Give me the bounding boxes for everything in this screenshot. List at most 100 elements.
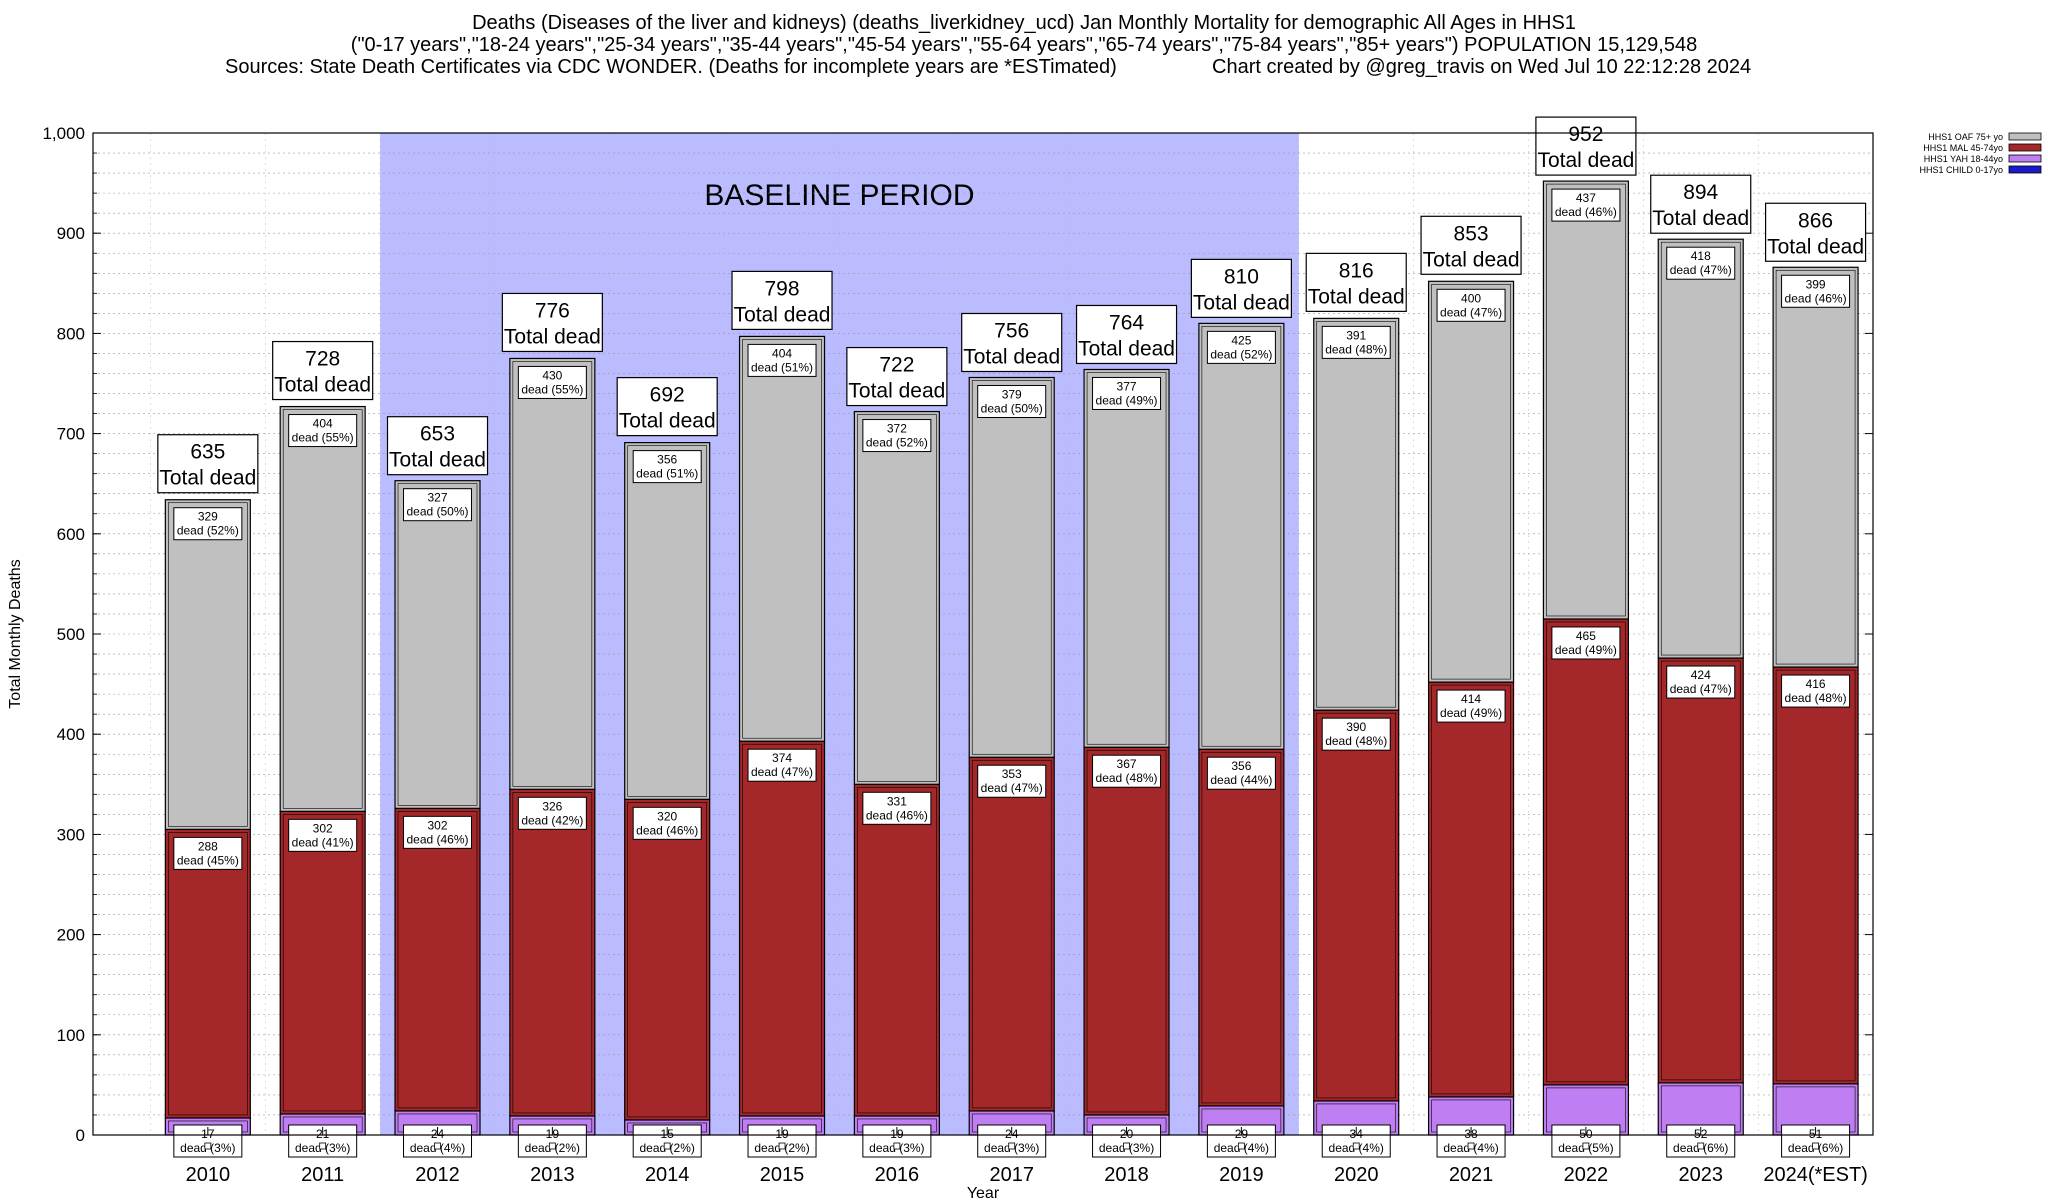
segment-value-label: 353 <box>1002 767 1022 781</box>
total-value-label: 756 <box>994 319 1029 342</box>
total-caption-label: Total dead <box>734 303 831 326</box>
segment-percent-label: dead (45%) <box>177 853 239 867</box>
bar-segment <box>1083 746 1170 1116</box>
segment-value-label: 425 <box>1231 333 1251 347</box>
y-tick-label: 900 <box>57 224 85 243</box>
legend-swatch <box>2008 143 2042 152</box>
total-label-box <box>846 346 948 407</box>
segment-label-box <box>747 343 817 377</box>
segment-label-box <box>1781 674 1851 708</box>
bar-segment <box>394 807 481 1112</box>
bar-segment <box>164 499 251 830</box>
bar-segment <box>1313 317 1400 711</box>
segment-value-label: 331 <box>887 794 907 808</box>
total-label-box <box>1190 258 1292 318</box>
total-label-box <box>1420 215 1522 275</box>
x-tick-label: 2019 <box>1219 1164 1264 1186</box>
segment-label-box <box>1436 288 1506 322</box>
segment-label-box <box>862 791 932 825</box>
bar-segment-inner <box>282 814 363 1112</box>
total-label: 635 Total dead <box>157 434 259 494</box>
bar-marker <box>1467 1142 1475 1150</box>
segment-value-label: 400 <box>1461 291 1481 305</box>
segment-percent-label: dead (42%) <box>521 813 583 827</box>
chart-credit: Chart created by @greg_travis on Wed Jul… <box>1212 56 1752 78</box>
segment-value-label: 430 <box>542 368 562 382</box>
total-caption-label: Total dead <box>619 410 716 433</box>
segment-value-label: 329 <box>198 510 218 524</box>
segment-label-box <box>1781 274 1851 308</box>
bar-segment-inner <box>742 339 822 739</box>
segment-label-box <box>1436 689 1506 723</box>
segment-label-box <box>1092 376 1162 410</box>
x-tick-label: 2024(*EST) <box>1763 1164 1868 1186</box>
bar-segment-inner <box>627 445 707 797</box>
total-caption-label: Total dead <box>389 449 486 472</box>
bar-marker <box>204 1142 212 1150</box>
segment-percent-label: dead (48%) <box>1325 342 1387 356</box>
total-value-label: 952 <box>1568 123 1603 146</box>
segment-value-label: 465 <box>1576 629 1596 643</box>
bar-segment <box>1313 709 1400 1102</box>
legend-swatch <box>2008 165 2042 174</box>
segment-label-box <box>1206 756 1276 790</box>
segment-label-box <box>1666 246 1736 280</box>
segment-label-box <box>747 748 817 782</box>
bar-segment <box>1657 657 1744 1084</box>
segment-value-label: 404 <box>313 417 333 431</box>
bar-segment-inner <box>1086 372 1167 745</box>
y-tick-label: 700 <box>57 425 85 444</box>
segment-value-label: 320 <box>657 809 677 823</box>
x-tick-label: 2017 <box>989 1164 1034 1186</box>
total-label: 810 Total dead <box>1190 258 1292 318</box>
y-tick-label: 1,000 <box>42 124 85 143</box>
total-label: 653 Total dead <box>386 416 489 476</box>
total-label: 722 Total dead <box>846 346 948 407</box>
bar-segment-inner <box>1316 321 1397 708</box>
bar-marker <box>1582 1142 1590 1150</box>
segment-label-box <box>1092 754 1162 788</box>
total-label-box <box>1305 252 1407 312</box>
bar-segment-inner <box>1201 326 1282 747</box>
segment-label-box <box>288 818 358 852</box>
bar-segment-inner <box>1201 751 1282 1104</box>
total-caption-label: Total dead <box>1308 285 1405 308</box>
total-label: 764 Total dead <box>1075 304 1178 365</box>
bar-segment-inner <box>1316 712 1397 1099</box>
total-value-label: 816 <box>1339 259 1374 282</box>
bar-segment <box>853 410 940 785</box>
segment-percent-label: dead (55%) <box>292 431 354 445</box>
bar-segment <box>1427 280 1515 683</box>
segment-label-box <box>1321 325 1391 359</box>
bar-segment-inner <box>742 743 822 1114</box>
total-label-box <box>501 292 603 353</box>
bar-marker <box>548 1142 556 1150</box>
legend-entry-label: HHS1 CHILD 0-17yo <box>1919 165 2003 175</box>
bar-marker <box>1697 1142 1705 1150</box>
bar-segment-inner <box>282 409 363 809</box>
total-caption-label: Total dead <box>1537 149 1634 172</box>
segment-percent-label: dead (52%) <box>1210 347 1272 361</box>
baseline-period-label: BASELINE PERIOD <box>704 179 974 212</box>
total-label: 798 Total dead <box>731 270 833 331</box>
bar-segment-inner <box>1431 684 1511 1095</box>
total-label-box <box>731 270 833 331</box>
total-label-box <box>386 416 489 476</box>
segment-value-label: 424 <box>1691 668 1711 682</box>
x-tick-label: 2010 <box>186 1164 231 1186</box>
segment-label-box <box>1206 330 1276 364</box>
bar-segment <box>394 480 481 809</box>
segment-value-label: 288 <box>198 839 218 853</box>
bar-segment <box>968 376 1055 758</box>
segment-value-label: 404 <box>772 346 792 360</box>
segment-value-label: 367 <box>1117 757 1137 771</box>
